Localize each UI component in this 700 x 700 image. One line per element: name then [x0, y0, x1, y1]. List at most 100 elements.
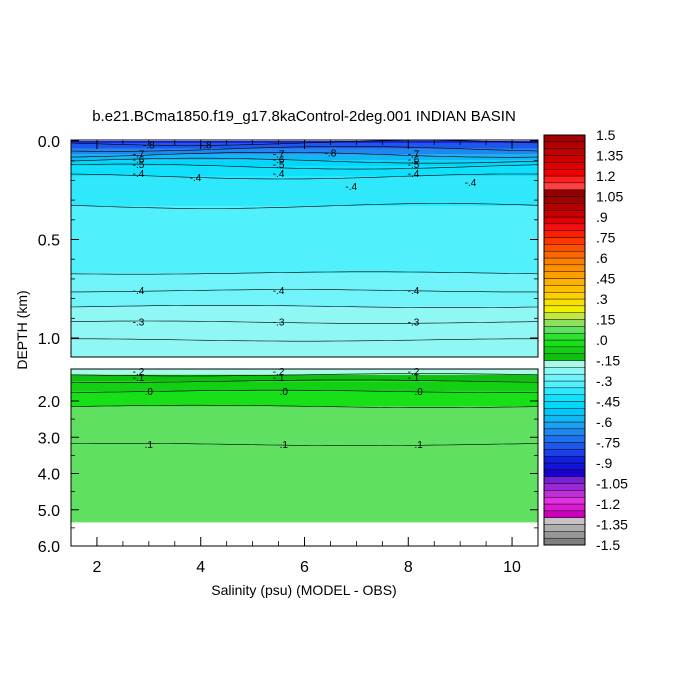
colorbar-swatch: [543, 291, 586, 300]
lower-depth-axis: 2.0 3.0 4.0 5.0 6.0: [38, 394, 538, 556]
colorbar-label: .0: [596, 332, 608, 348]
lower-contour-line: [70, 379, 539, 383]
colorbar-swatch: [543, 387, 586, 395]
colorbar-swatch: [543, 326, 586, 334]
upper-band: [71, 160, 538, 167]
colorbar-label: 1.05: [596, 189, 623, 205]
x-tick-label: 6: [300, 559, 309, 576]
colorbar-swatch: [543, 250, 586, 259]
upper-contour-label: -.6: [273, 155, 285, 166]
colorbar-label: .9: [596, 209, 608, 225]
x-tick-label: 2: [92, 559, 101, 576]
colorbar-swatch: [543, 271, 586, 279]
lower-contour-label: -.2: [273, 367, 285, 378]
colorbar-swatch: [543, 510, 586, 518]
colorbar-swatch: [543, 360, 586, 368]
lower-contour-label: -.1: [408, 373, 420, 384]
colorbar-swatch: [543, 435, 586, 443]
y-axis-label: DEPTH (km): [14, 290, 30, 369]
upper-contour-label: -.4: [273, 286, 285, 297]
x-tick-label: 8: [404, 559, 413, 576]
colorbar-label: -.3: [596, 373, 613, 389]
lower-contour-label: .1: [280, 440, 289, 451]
lower-contour-label: -.1: [273, 373, 285, 384]
colorbar-swatch: [543, 339, 586, 348]
colorbar-label: -.15: [596, 353, 620, 369]
upper-contour-label: -.3: [133, 318, 145, 329]
colorbar-swatch: [543, 524, 586, 532]
lower-band: [71, 374, 538, 382]
upper-contour-label: -.5: [273, 160, 285, 171]
colorbar-swatch: [543, 278, 586, 286]
upper-contour-label: -.8: [325, 148, 337, 159]
colorbar-swatch: [543, 380, 586, 389]
colorbar-swatch: [543, 367, 586, 375]
colorbar-swatch: [543, 175, 586, 184]
colorbar-swatch: [543, 244, 586, 252]
upper-contour-label: -.6: [133, 155, 145, 166]
colorbar-swatch: [543, 490, 586, 498]
lower-contour-line: [70, 373, 539, 377]
x-tick-label: 10: [503, 559, 521, 576]
colorbar-label: .6: [596, 250, 608, 266]
colorbar-swatch: [543, 455, 586, 464]
colorbar-swatch: [543, 421, 586, 430]
colorbar-swatch: [543, 442, 586, 450]
colorbar-swatch: [543, 298, 586, 307]
lower-contour-line: [70, 443, 539, 446]
colorbar-swatch: [543, 285, 586, 293]
x-axis: 2 4 6 8 10: [92, 140, 521, 576]
colorbar-swatch: [543, 182, 586, 190]
lower-contour-label: -.2: [133, 367, 145, 378]
colorbar-label: 1.2: [596, 168, 616, 184]
colorbar-label: -1.5: [596, 537, 620, 553]
colorbar-swatch: [543, 257, 586, 266]
colorbar-label: -1.2: [596, 496, 620, 512]
colorbar-label: -.75: [596, 435, 620, 451]
x-axis-label: Salinity (psu) (MODEL - OBS): [211, 582, 396, 598]
colorbar-swatch: [543, 428, 586, 436]
colorbar-swatch: [543, 141, 586, 149]
upper-contour-label: -.8: [143, 140, 155, 151]
upper-band: [71, 154, 538, 161]
colorbar-swatch: [543, 469, 586, 477]
colorbar-swatch: [543, 462, 586, 471]
colorbar-swatch: [543, 496, 586, 505]
lower-contour-label: .1: [145, 440, 154, 451]
colorbar-swatch: [543, 305, 586, 313]
lower-band: [71, 391, 538, 407]
colorbar-swatch: [543, 346, 586, 354]
lower-panel: -.2 -.2 -.2-.1 -.1 -.1.0.0.0.1.1.1: [70, 367, 539, 547]
upper-contour-label: -.4: [465, 178, 477, 189]
lower-y-tick-label: 5.0: [38, 503, 60, 520]
colorbar-swatch: [543, 223, 586, 231]
colorbar-swatch: [543, 517, 586, 525]
colorbar-frame: [543, 134, 586, 546]
upper-y-tick-label: 0.5: [38, 233, 60, 250]
upper-contour-label: -.4: [133, 169, 145, 180]
lower-contour-label: .0: [280, 387, 289, 398]
colorbar-swatch: [543, 394, 586, 402]
colorbar-swatch: [543, 162, 586, 170]
colorbar: 1.5 1.35 1.2 1.05 .9 .75 .6 .45 .3 .15 .0 -.15 -.3 -.…: [543, 127, 628, 553]
colorbar-swatch: [543, 319, 586, 327]
upper-band: [71, 306, 538, 357]
colorbar-label: 1.5: [596, 127, 616, 143]
colorbar-label: .45: [596, 271, 616, 287]
upper-contour-line: [70, 203, 539, 209]
lower-y-tick-label: 3.0: [38, 430, 60, 447]
colorbar-swatch: [543, 203, 586, 211]
colorbar-label: -.45: [596, 394, 620, 410]
upper-contour-line: [70, 157, 539, 164]
colorbar-swatch: [543, 312, 586, 320]
lower-no-data-region: [71, 522, 538, 546]
upper-contour-label: -.5: [133, 160, 145, 171]
colorbar-label: -.9: [596, 455, 613, 471]
lower-contour-line: [70, 404, 539, 408]
upper-contour-line: [70, 163, 539, 170]
colorbar-label: .75: [596, 230, 616, 246]
lower-contour-label: .1: [414, 440, 423, 451]
colorbar-swatch: [543, 230, 586, 238]
upper-band: [71, 166, 538, 177]
